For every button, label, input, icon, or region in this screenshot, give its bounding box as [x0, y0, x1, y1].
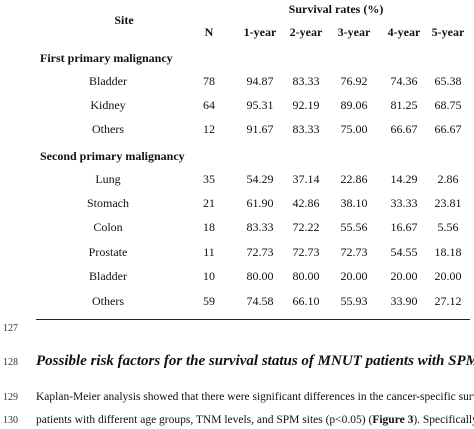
col-header-3-year: 3-year — [337, 25, 371, 39]
row-4-year: 16.67 — [390, 220, 418, 234]
row-2-year: 37.14 — [292, 172, 320, 186]
survival-rates-header: Survival rates (%) — [288, 2, 384, 16]
row-2-year: 83.33 — [292, 122, 320, 136]
col-header-4-year: 4-year — [387, 25, 421, 39]
row-n: 21 — [203, 196, 215, 210]
row-2-year: 83.33 — [292, 74, 320, 88]
row-5-year: 2.86 — [437, 172, 459, 186]
paragraph-text: ). Specifically, patients — [413, 414, 474, 426]
row-3-year: 76.92 — [340, 74, 368, 88]
row-4-year: 74.36 — [390, 74, 418, 88]
row-n: 35 — [203, 172, 215, 186]
line-number: 128 — [3, 357, 18, 368]
figure-reference: Figure 3 — [372, 414, 414, 426]
row-2-year: 66.10 — [292, 294, 320, 308]
row-site: Others — [92, 122, 124, 136]
row-4-year: 81.25 — [390, 98, 418, 112]
row-site: Others — [92, 294, 124, 308]
row-site: Bladder — [89, 269, 127, 283]
row-5-year: 27.12 — [434, 294, 462, 308]
row-4-year: 54.55 — [390, 245, 418, 259]
paragraph-text: patients with different age groups, TNM … — [36, 414, 373, 426]
row-5-year: 65.38 — [434, 74, 462, 88]
row-1-year: 94.87 — [246, 74, 274, 88]
row-5-year: 18.18 — [434, 245, 462, 259]
row-1-year: 72.73 — [246, 245, 274, 259]
row-n: 59 — [203, 294, 215, 308]
row-3-year: 20.00 — [340, 269, 368, 283]
row-3-year: 38.10 — [340, 196, 368, 210]
table-bottom-rule — [36, 319, 470, 320]
row-5-year: 66.67 — [434, 122, 462, 136]
row-n: 78 — [203, 74, 215, 88]
row-3-year: 75.00 — [340, 122, 368, 136]
paragraph-line-2: patients with different age groups, TNM … — [36, 414, 474, 426]
row-2-year: 92.19 — [292, 98, 320, 112]
row-4-year: 33.90 — [390, 294, 418, 308]
row-5-year: 20.00 — [434, 269, 462, 283]
row-2-year: 72.73 — [292, 245, 320, 259]
row-site: Prostate — [88, 245, 128, 259]
row-1-year: 61.90 — [246, 196, 274, 210]
row-site: Lung — [95, 172, 121, 186]
row-4-year: 33.33 — [390, 196, 418, 210]
site-header: Site — [114, 13, 134, 27]
row-3-year: 89.06 — [340, 98, 368, 112]
row-2-year: 42.86 — [292, 196, 320, 210]
row-1-year: 74.58 — [246, 294, 274, 308]
row-site: Bladder — [89, 74, 127, 88]
row-4-year: 14.29 — [390, 172, 418, 186]
row-1-year: 91.67 — [246, 122, 274, 136]
row-1-year: 80.00 — [246, 269, 274, 283]
col-header-1-year: 1-year — [243, 25, 277, 39]
row-2-year: 72.22 — [292, 220, 320, 234]
row-2-year: 80.00 — [292, 269, 320, 283]
row-n: 12 — [203, 122, 215, 136]
section-heading: Possible risk factors for the survival s… — [36, 353, 474, 369]
line-number: 127 — [3, 323, 18, 334]
line-number: 130 — [3, 415, 18, 426]
line-number: 129 — [3, 392, 18, 403]
paragraph-line-1: Kaplan-Meier analysis showed that there … — [36, 391, 474, 403]
row-3-year: 72.73 — [340, 245, 368, 259]
row-n: 10 — [203, 269, 215, 283]
row-site: Colon — [93, 220, 123, 234]
row-5-year: 5.56 — [437, 220, 459, 234]
row-3-year: 55.56 — [340, 220, 368, 234]
row-site: Kidney — [90, 98, 126, 112]
row-5-year: 68.75 — [434, 98, 462, 112]
row-1-year: 54.29 — [246, 172, 274, 186]
col-header-5-year: 5-year — [431, 25, 465, 39]
col-header-2-year: 2-year — [289, 25, 323, 39]
group-title-second-primary: Second primary malignancy — [40, 149, 185, 163]
row-5-year: 23.81 — [434, 196, 462, 210]
row-4-year: 66.67 — [390, 122, 418, 136]
row-n: 11 — [203, 245, 215, 259]
row-3-year: 55.93 — [340, 294, 368, 308]
group-title-first-primary: First primary malignancy — [40, 51, 173, 65]
row-1-year: 83.33 — [246, 220, 274, 234]
row-4-year: 20.00 — [390, 269, 418, 283]
row-n: 64 — [203, 98, 215, 112]
row-3-year: 22.86 — [340, 172, 368, 186]
col-header-n: N — [204, 25, 214, 39]
row-1-year: 95.31 — [246, 98, 274, 112]
row-n: 18 — [203, 220, 215, 234]
row-site: Stomach — [87, 196, 129, 210]
